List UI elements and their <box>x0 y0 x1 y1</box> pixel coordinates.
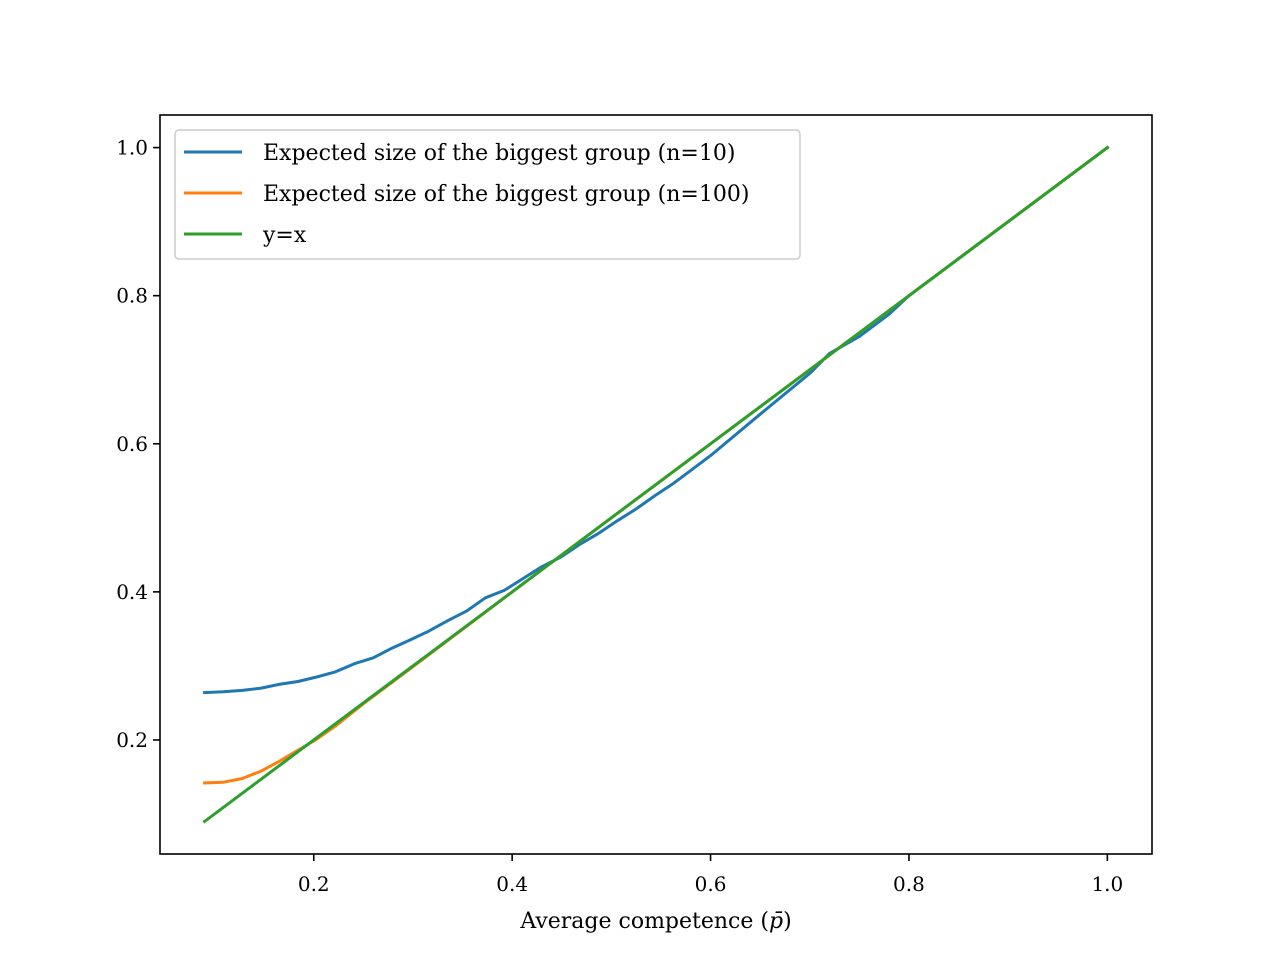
series-layer <box>202 145 1110 824</box>
legend: Expected size of the biggest group (n=10… <box>174 129 801 260</box>
y-tick-label: 0.6 <box>116 432 148 456</box>
y-axis: 0.2 0.4 0.6 0.8 1.0 <box>116 136 160 752</box>
x-axis-label-text: Average competence ( <box>519 909 769 934</box>
y-tick-label: 0.2 <box>116 728 148 752</box>
plot-frame <box>159 114 1153 855</box>
series-line-0 <box>203 145 1110 695</box>
legend-label-0: Expected size of the biggest group (n=10… <box>263 141 735 166</box>
x-axis-label-suffix: ) <box>783 909 792 934</box>
x-tick-label: 1.0 <box>1091 872 1123 896</box>
y-tick-label: 0.8 <box>116 284 148 308</box>
series-line-2 <box>202 145 1110 824</box>
x-tick-label: 0.2 <box>298 872 330 896</box>
legend-label-1: Expected size of the biggest group (n=10… <box>263 182 749 207</box>
y-tick-label: 0.4 <box>116 580 148 604</box>
x-axis-label-symbol: p̄ <box>769 909 783 934</box>
x-tick-label: 0.6 <box>695 872 727 896</box>
x-tick-label: 0.8 <box>893 872 925 896</box>
x-axis-label: Average competence (p̄) <box>519 909 791 934</box>
x-tick-label: 0.4 <box>496 872 528 896</box>
legend-label-2: y=x <box>262 223 307 248</box>
y-tick-label: 1.0 <box>116 136 148 160</box>
x-axis: 0.2 0.4 0.6 0.8 1.0 <box>298 854 1123 896</box>
legend-box <box>174 129 801 260</box>
